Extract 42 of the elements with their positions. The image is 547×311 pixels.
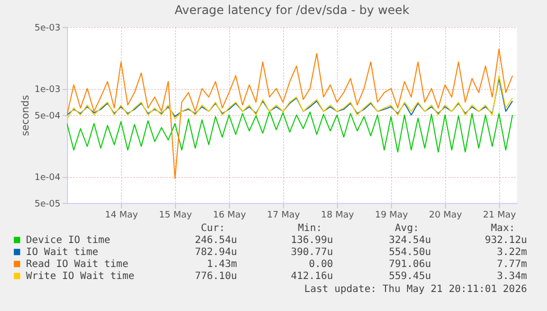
text: 7.77m — [496, 259, 527, 270]
text: 246.54u — [194, 235, 237, 246]
x-tick-label: 16 May — [213, 210, 247, 220]
text: Avg: — [394, 223, 419, 234]
y-tick-label: 1e-04 — [34, 173, 61, 184]
legend-label: Read IO Wait time — [26, 259, 128, 270]
x-tick-label: 14 May — [105, 210, 139, 220]
x-tick-label: 19 May — [375, 210, 409, 220]
legend-label: IO Wait time — [26, 247, 98, 258]
x-tick-label: 20 May — [429, 210, 463, 220]
line-series — [67, 48, 513, 179]
text: 776.10u — [194, 271, 237, 282]
legend-label: Device IO time — [26, 235, 110, 246]
text: 0.00 — [308, 259, 333, 270]
chart-title: Average latency for /dev/sda - by week — [174, 3, 410, 17]
text: 1.43m — [206, 259, 237, 270]
x-tick-label: 17 May — [267, 210, 301, 220]
y-tick-label: 5e-04 — [34, 112, 61, 122]
text: 324.54u — [388, 235, 431, 246]
text: Cur: — [200, 223, 225, 234]
x-tick-label: 15 May — [159, 210, 193, 220]
text: 3.34m — [496, 271, 527, 282]
text: 932.12u — [484, 235, 527, 246]
y-tick-label: 5e-05 — [34, 200, 60, 210]
text: 136.99u — [290, 235, 333, 246]
x-tick-label: 21 May — [483, 210, 517, 220]
text: 554.50u — [388, 247, 431, 258]
legend-label: Write IO Wait time — [26, 271, 134, 282]
y-tick-label: 5e-03 — [34, 24, 60, 34]
text: 3.22m — [496, 247, 527, 258]
text: 390.77u — [290, 247, 333, 258]
text: 412.16u — [290, 271, 333, 282]
text: Last update: Thu May 21 20:11:01 2026 — [304, 284, 527, 295]
text: Min: — [298, 223, 322, 234]
text: 559.45u — [388, 271, 431, 282]
text: Max: — [490, 223, 515, 234]
text: 782.94u — [194, 247, 237, 258]
y-axis-title: seconds — [20, 95, 32, 136]
y-tick-label: 1e-03 — [34, 85, 60, 96]
text: 791.06u — [388, 259, 431, 270]
line-series — [67, 110, 513, 152]
x-tick-label: 18 May — [321, 210, 355, 220]
